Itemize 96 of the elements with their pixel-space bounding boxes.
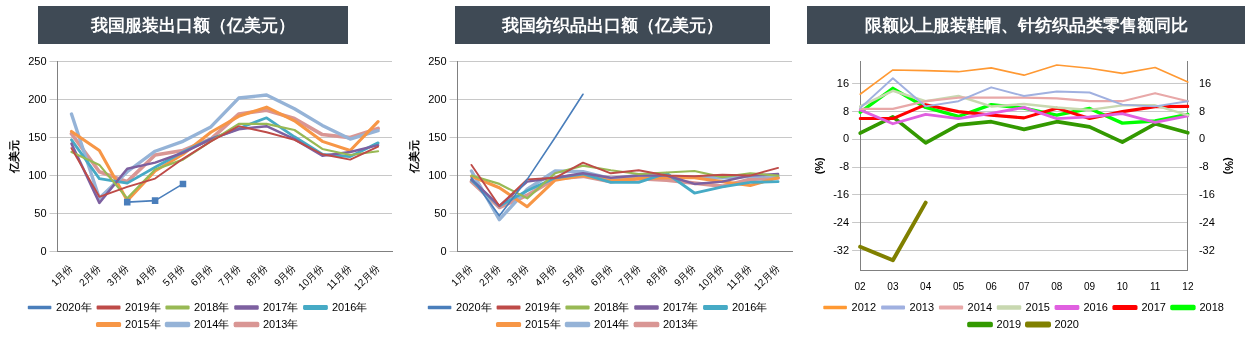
legend-label: 2018年	[594, 300, 630, 313]
x-tick-label: 4月份	[532, 262, 559, 289]
x-tick-label: 9月份	[271, 262, 298, 289]
x-tick-label: 1月份	[448, 262, 475, 289]
legend-label: 2020	[1054, 317, 1079, 330]
y2-tick-label: -8	[1198, 160, 1209, 173]
legend-label: 2016	[1083, 300, 1108, 313]
y-tick-label: 250	[28, 54, 47, 67]
y-tick-label: 0	[842, 132, 850, 145]
x-tick-label: 5月份	[560, 262, 587, 289]
legend-label: 2017年	[262, 300, 299, 313]
y-tick-label: 0	[40, 244, 47, 257]
x-tick-label: 12	[1182, 280, 1194, 292]
x-tick-label: 2月份	[76, 262, 103, 289]
y-tick-label: 8	[842, 104, 850, 117]
x-tick-label: 8月份	[644, 262, 670, 289]
y2-tick-label: -32	[1198, 243, 1215, 256]
x-tick-label: 06	[985, 280, 998, 292]
y-tick-label: 16	[836, 76, 850, 89]
legend-label: 2015年	[125, 317, 161, 330]
x-tick-label: 03	[887, 280, 899, 292]
y-tick-label: 200	[428, 92, 447, 105]
x-tick-label: 11月份	[724, 262, 754, 292]
legend-label: 2018	[1199, 300, 1224, 313]
legend-label: 2014年	[594, 317, 630, 330]
chart-title: 我国服装出口额（亿美元）	[38, 6, 348, 44]
x-tick-label: 7月份	[616, 262, 643, 289]
legend-label: 2015年	[525, 317, 561, 330]
x-tick-label: 10月份	[295, 262, 326, 293]
x-tick-label: 3月份	[504, 262, 531, 289]
y-axis-title: 亿美元	[407, 140, 420, 175]
y-tick-label: 50	[34, 206, 47, 219]
legend-label: 2013年	[662, 317, 699, 330]
y2-tick-label: 16	[1198, 76, 1212, 89]
x-tick-label: 02	[854, 280, 867, 292]
y-axis-title: 亿美元	[7, 140, 20, 175]
y-tick-label: 0	[440, 244, 447, 257]
x-tick-label: 12月份	[351, 262, 382, 293]
chart-title: 限额以上服装鞋帽、针纺织品类零售额同比	[807, 6, 1245, 44]
legend-label: 2020年	[456, 300, 492, 313]
x-tick-label: 11月份	[324, 262, 354, 292]
point	[179, 180, 187, 188]
x-tick-label: 4月份	[132, 262, 159, 289]
legend-label: 2013	[909, 300, 935, 313]
x-tick-label: 8月份	[244, 262, 270, 289]
x-tick-label: 3月份	[104, 262, 131, 289]
x-tick-label: 07	[1018, 280, 1030, 292]
x-tick-label: 11	[1149, 280, 1161, 292]
x-tick-label: 04	[920, 280, 932, 292]
y-axis-title: (%)	[812, 156, 825, 175]
x-tick-label: 12月份	[751, 262, 782, 293]
point	[123, 198, 131, 206]
y-tick-label: 150	[428, 130, 447, 143]
y2-tick-label: -16	[1198, 188, 1215, 201]
legend-label: 2012	[851, 300, 877, 313]
y-tick-label: 100	[428, 168, 447, 181]
y2-tick-label: 0	[1198, 132, 1206, 145]
x-tick-label: 08	[1051, 280, 1063, 292]
legend-label: 2014	[967, 300, 993, 313]
legend-label: 2019年	[125, 300, 161, 313]
legend-label: 2016年	[731, 300, 768, 313]
y-tick-label: -32	[833, 243, 850, 256]
legend-label: 2013年	[262, 317, 299, 330]
y2-axis-title: (%)	[1223, 157, 1236, 175]
x-tick-label: 09	[1084, 280, 1096, 292]
y2-tick-label: -24	[1198, 215, 1215, 228]
x-tick-label: 6月份	[588, 262, 615, 289]
legend-label: 2019年	[525, 300, 561, 313]
y-tick-label: 50	[434, 206, 447, 219]
x-tick-label: 1月份	[48, 262, 75, 289]
x-tick-label: 6月份	[188, 262, 215, 289]
y-tick-label: -16	[833, 188, 850, 201]
legend-label: 2020年	[56, 300, 92, 313]
y-tick-label: 100	[28, 168, 47, 181]
chart-title: 我国纺织品出口额（亿美元）	[455, 6, 770, 44]
x-tick-label: 2月份	[476, 262, 503, 289]
y-tick-label: -8	[839, 160, 850, 173]
legend-label: 2019	[996, 317, 1022, 330]
legend-label: 2015	[1025, 300, 1050, 313]
y2-tick-label: 8	[1198, 104, 1206, 117]
y-tick-label: 200	[28, 92, 47, 105]
x-tick-label: 9月份	[671, 262, 698, 289]
y-tick-label: 150	[28, 130, 47, 143]
x-tick-label: 10	[1116, 280, 1129, 292]
y-tick-label: -24	[833, 215, 850, 228]
legend-label: 2014年	[194, 317, 230, 330]
x-tick-label: 05	[952, 280, 965, 292]
x-tick-label: 10月份	[695, 262, 726, 293]
point	[151, 197, 159, 204]
x-tick-label: 7月份	[216, 262, 243, 289]
legend-label: 2018年	[194, 300, 230, 313]
x-tick-label: 5月份	[160, 262, 187, 289]
legend-label: 2017年	[662, 300, 699, 313]
legend-label: 2016年	[331, 300, 368, 313]
y-tick-label: 250	[428, 54, 447, 67]
legend-label: 2017	[1141, 300, 1166, 313]
